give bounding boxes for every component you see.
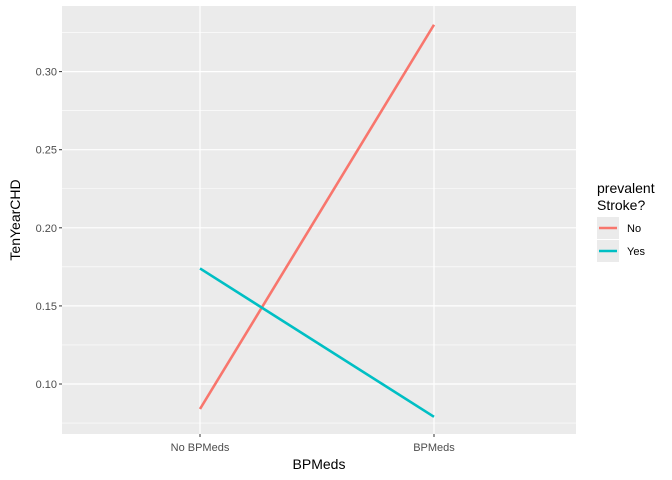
- y-tick-label: 0.15: [36, 301, 57, 313]
- y-tick-label: 0.30: [36, 67, 57, 79]
- plot-panel: [62, 6, 576, 434]
- grid-minor: [62, 32, 576, 424]
- y-tick-label: 0.25: [36, 145, 57, 157]
- legend-title-line-2: Stroke?: [597, 197, 645, 213]
- grid-major: [62, 6, 576, 434]
- legend-items: No Yes: [597, 217, 645, 262]
- series-lines: [198, 24, 436, 418]
- legend-label: No: [627, 223, 641, 235]
- series-line-no: [198, 24, 436, 410]
- x-tick-label: BPMeds: [413, 442, 455, 454]
- y-axis: 0.10 0.15 0.20 0.25 0.30: [36, 67, 62, 391]
- legend-title-line-1: prevalent: [597, 180, 655, 196]
- x-axis: No BPMeds BPMeds: [171, 434, 455, 454]
- y-tick-label: 0.20: [36, 223, 57, 235]
- series-line-yes: [199, 267, 435, 418]
- x-axis-title: BPMeds: [293, 456, 346, 472]
- x-tick-label: No BPMeds: [171, 442, 230, 454]
- y-axis-title: TenYearCHD: [7, 179, 23, 260]
- y-tick-label: 0.10: [36, 379, 57, 391]
- legend-label: Yes: [627, 246, 645, 258]
- legend: prevalent Stroke? No Yes: [597, 180, 655, 262]
